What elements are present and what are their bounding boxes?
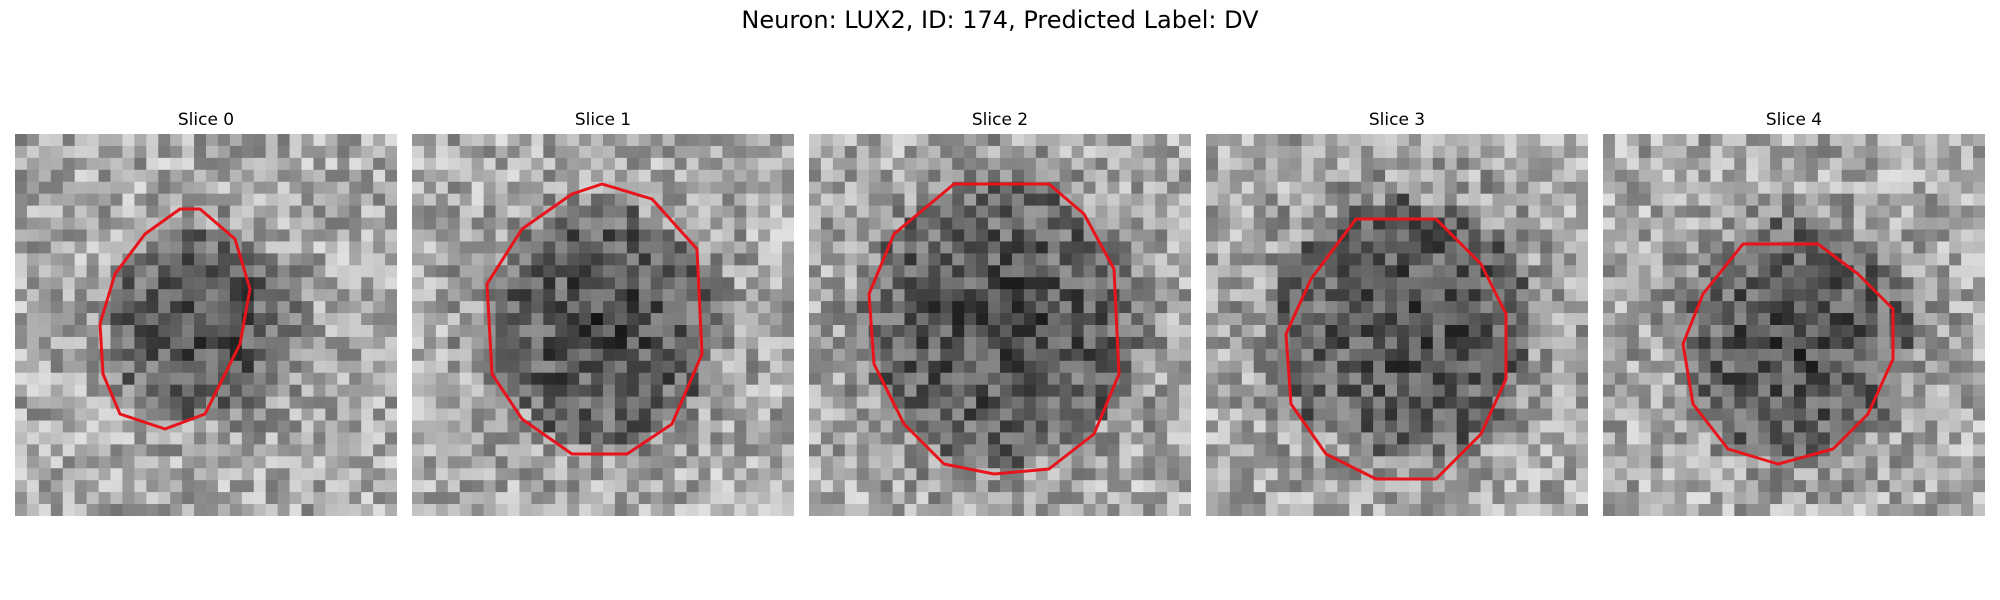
slice-image	[15, 134, 397, 516]
slice-title: Slice 1	[574, 110, 632, 130]
roi-contour	[1681, 242, 1895, 466]
slice-title: Slice 3	[1368, 110, 1426, 130]
slice-title: Slice 4	[1765, 110, 1823, 130]
slice-image	[809, 134, 1191, 516]
slice-title: Slice 2	[971, 110, 1029, 130]
slice-title: Slice 0	[177, 110, 235, 130]
roi-contour	[867, 182, 1121, 476]
roi-contour	[98, 207, 252, 431]
roi-contour	[485, 182, 704, 456]
roi-contour	[1284, 217, 1508, 481]
figure-title: Neuron: LUX2, ID: 174, Predicted Label: …	[741, 6, 1259, 34]
slice-image	[1206, 134, 1588, 516]
slice-image	[412, 134, 794, 516]
slice-image	[1603, 134, 1985, 516]
